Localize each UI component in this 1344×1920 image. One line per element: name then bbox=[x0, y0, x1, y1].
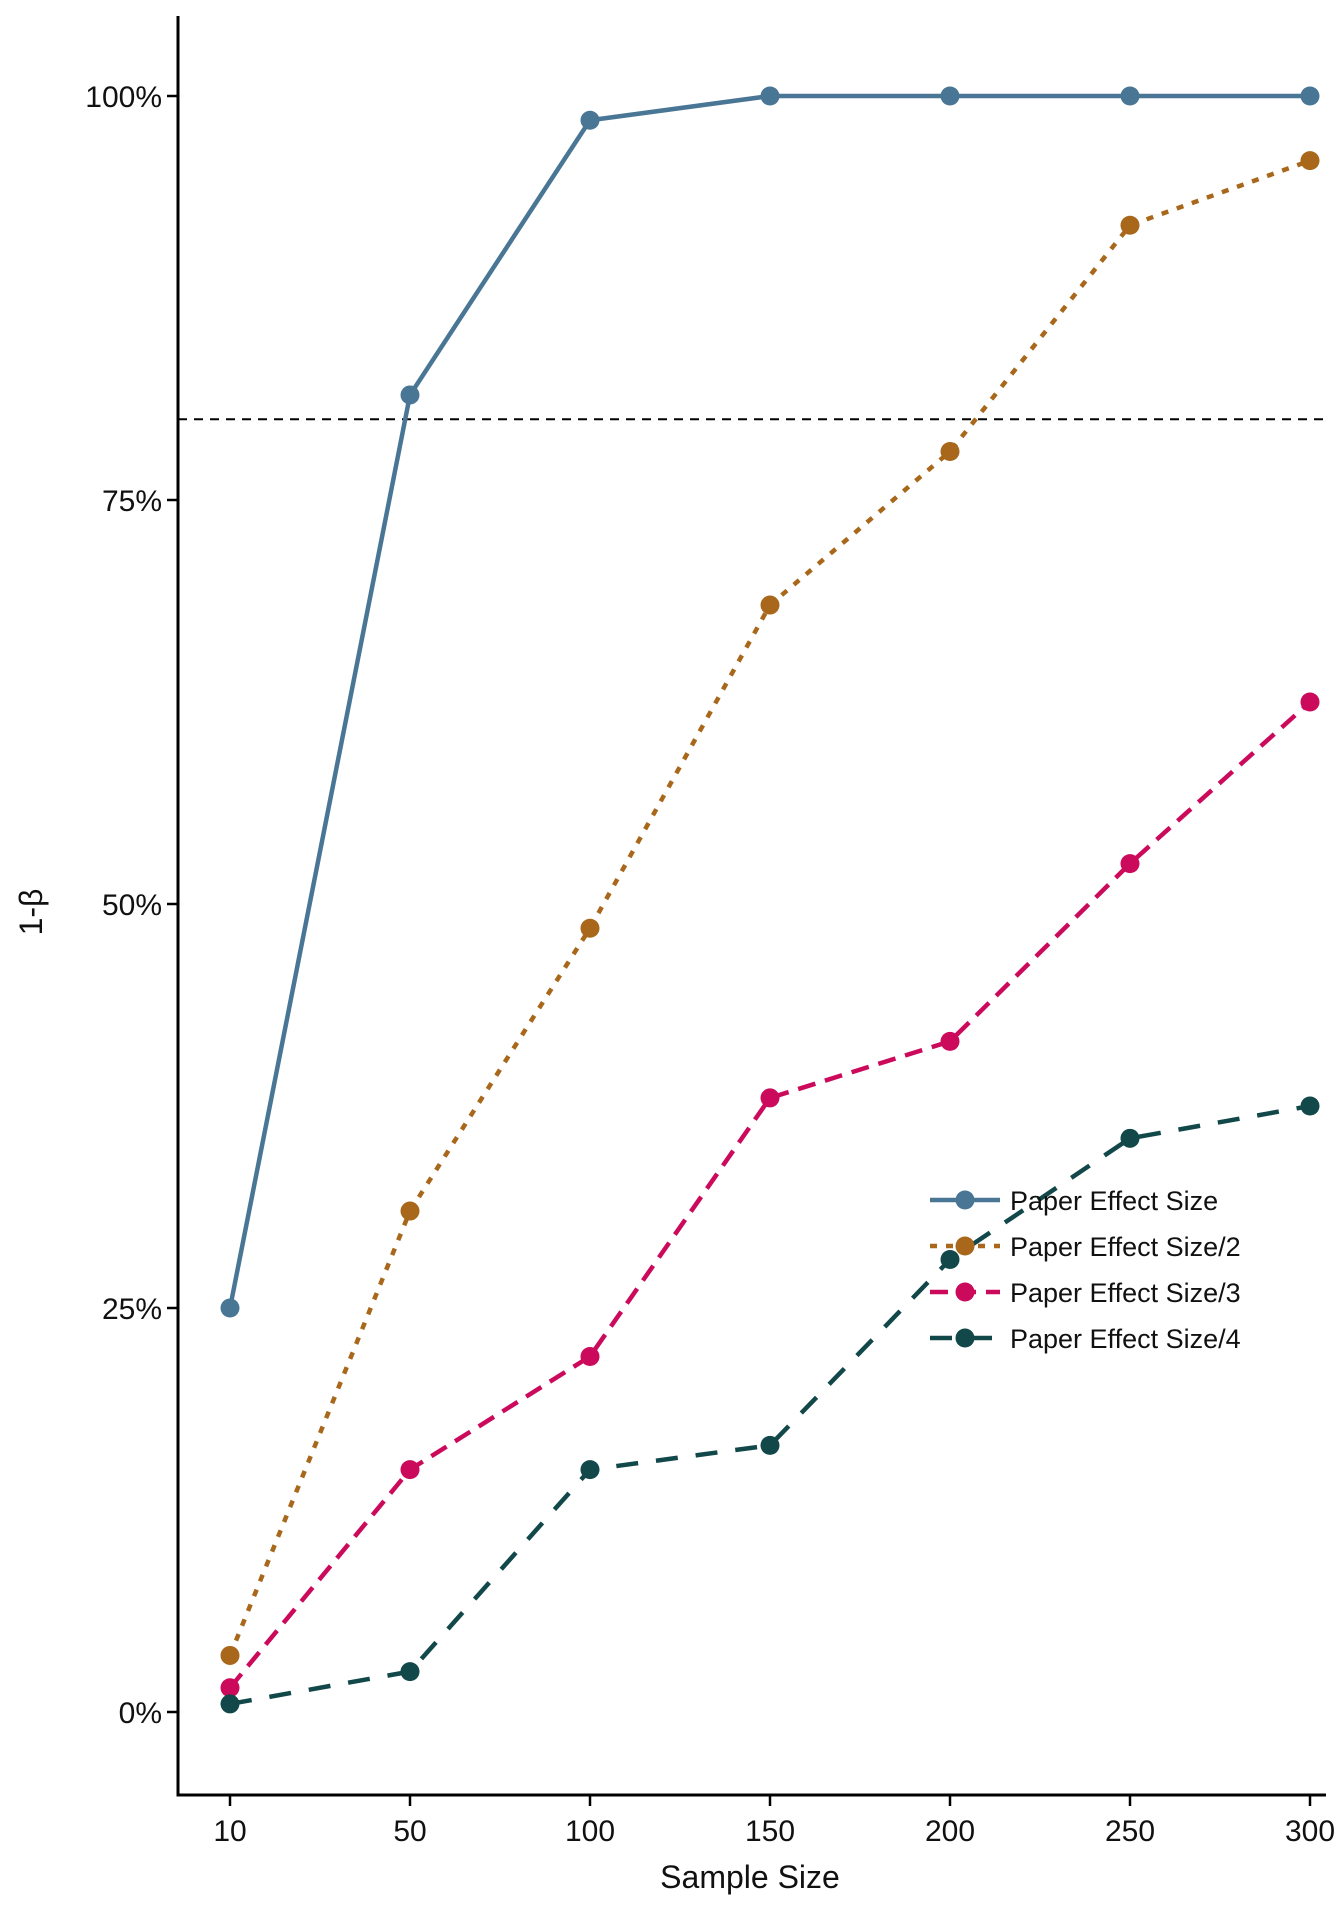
x-tick-label: 300 bbox=[1285, 1815, 1335, 1848]
y-axis-title: 1-β bbox=[13, 889, 49, 936]
plot-area bbox=[178, 86, 1326, 1714]
series-1-point-200 bbox=[940, 86, 960, 106]
x-tick-label: 250 bbox=[1105, 1815, 1155, 1848]
series-3-point-250 bbox=[1120, 854, 1140, 874]
series-2-point-300 bbox=[1300, 151, 1320, 171]
legend-label-1: Paper Effect Size bbox=[1010, 1186, 1218, 1216]
series-3-point-150 bbox=[760, 1088, 780, 1108]
series-3-point-10 bbox=[220, 1678, 240, 1698]
series-4-point-50 bbox=[400, 1662, 420, 1682]
legend-key-point-1 bbox=[955, 1190, 975, 1210]
series-2-point-200 bbox=[940, 442, 960, 462]
y-tick-label: 75% bbox=[102, 485, 162, 518]
series-line-2 bbox=[227, 158, 1311, 1657]
legend-label-4: Paper Effect Size/4 bbox=[1010, 1324, 1241, 1354]
series-1-point-100 bbox=[580, 110, 600, 130]
series-1-point-10 bbox=[220, 1298, 240, 1318]
x-tick-label: 150 bbox=[745, 1815, 795, 1848]
series-4-point-10 bbox=[220, 1694, 240, 1714]
series-4-point-150 bbox=[760, 1435, 780, 1455]
y-tick-label: 0% bbox=[119, 1697, 162, 1730]
series-2-point-150 bbox=[760, 595, 780, 615]
legend-key-point-3 bbox=[955, 1282, 975, 1302]
legend-key-point-2 bbox=[955, 1236, 975, 1256]
x-tick-label: 100 bbox=[565, 1815, 615, 1848]
x-axis-title: Sample Size bbox=[660, 1859, 840, 1895]
series-1-point-50 bbox=[400, 385, 420, 405]
series-1-point-250 bbox=[1120, 86, 1140, 106]
legend-label-3: Paper Effect Size/3 bbox=[1010, 1278, 1241, 1308]
series-3-point-100 bbox=[580, 1346, 600, 1366]
series-2-point-250 bbox=[1120, 215, 1140, 235]
series-3-point-300 bbox=[1300, 692, 1320, 712]
legend-label-2: Paper Effect Size/2 bbox=[1010, 1232, 1241, 1262]
series-1-point-300 bbox=[1300, 86, 1320, 106]
axes: 0% 25% 50% 75% 100% 10 50 100 150 200 250 300 bbox=[85, 16, 1335, 1848]
x-tick-label: 50 bbox=[393, 1815, 426, 1848]
series-4-point-300 bbox=[1300, 1096, 1320, 1116]
series-1-point-150 bbox=[760, 86, 780, 106]
series-4-point-100 bbox=[580, 1460, 600, 1480]
series-4-point-250 bbox=[1120, 1128, 1140, 1148]
series-3-point-50 bbox=[400, 1460, 420, 1480]
y-tick-label: 100% bbox=[85, 81, 162, 114]
series-line-1 bbox=[227, 93, 1310, 1309]
legend-key-point-4 bbox=[955, 1328, 975, 1348]
series-4-point-200 bbox=[940, 1250, 960, 1270]
series-2-point-100 bbox=[580, 918, 600, 938]
y-tick-label: 25% bbox=[102, 1293, 162, 1326]
series-3-point-200 bbox=[940, 1031, 960, 1051]
y-tick-label: 50% bbox=[102, 889, 162, 922]
x-tick-label: 200 bbox=[925, 1815, 975, 1848]
series-2-point-10 bbox=[220, 1645, 240, 1665]
series-2-point-50 bbox=[400, 1201, 420, 1221]
legend: Paper Effect Size Paper Effect Size/2 Pape… bbox=[930, 1186, 1241, 1354]
x-tick-label: 10 bbox=[213, 1815, 246, 1848]
